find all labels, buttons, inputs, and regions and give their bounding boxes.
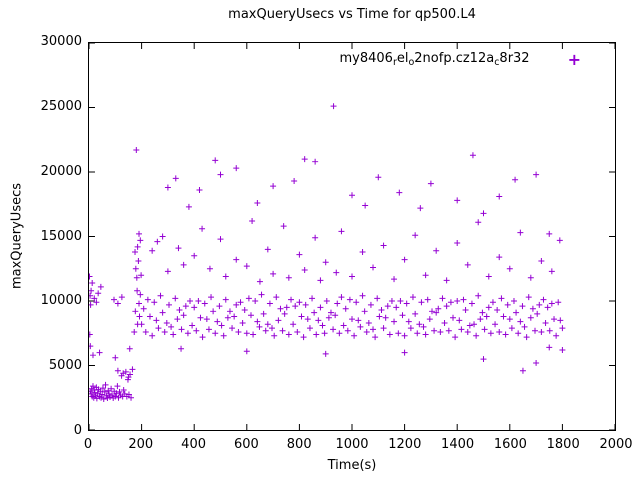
y-tick-label: 5000 [48,358,82,374]
y-tick-label: 10000 [40,293,82,309]
x-tick-label: 2000 [599,437,633,452]
x-tick-label: 0 [83,437,93,452]
x-axis-label: Time(s) [327,458,377,473]
y-tick-label: 15000 [40,228,82,244]
legend-label-text: el [396,51,409,66]
y-tick-label: 20000 [40,163,82,179]
legend-label-subscript: r [392,57,397,68]
x-tick-label: 200 [128,437,154,452]
y-tick-label: 30000 [40,34,82,49]
x-tick-label: 400 [181,437,207,452]
legend-label-text: my8406 [339,51,393,66]
legend-plus-marker: + [567,49,581,69]
y-tick-label: 0 [73,423,82,438]
legend-label-text: 8r32 [499,51,530,66]
legend-label-text: 2nofp.cz12a [414,51,495,66]
x-tick-label: 1600 [493,437,527,452]
x-tick-label: 1800 [546,437,580,452]
scatter-plot [89,43,615,430]
legend: my8406relo2nofp.cz12ac8r32 + [339,51,581,68]
x-tick-label: 800 [286,437,312,452]
legend-label-subscript: o [408,57,415,68]
y-tick-label: 25000 [40,98,82,114]
legend-series-label: my8406relo2nofp.cz12ac8r32 [339,51,529,68]
x-tick-label: 1200 [388,437,422,452]
x-tick-label: 600 [233,437,259,452]
x-tick-label: 1000 [335,437,369,452]
plot-area: my8406relo2nofp.cz12ac8r32 + [88,42,616,431]
chart-title: maxQueryUsecs vs Time for qp500.L4 [228,7,476,22]
x-tick-label: 1400 [441,437,475,452]
legend-label-subscript: c [494,57,500,68]
